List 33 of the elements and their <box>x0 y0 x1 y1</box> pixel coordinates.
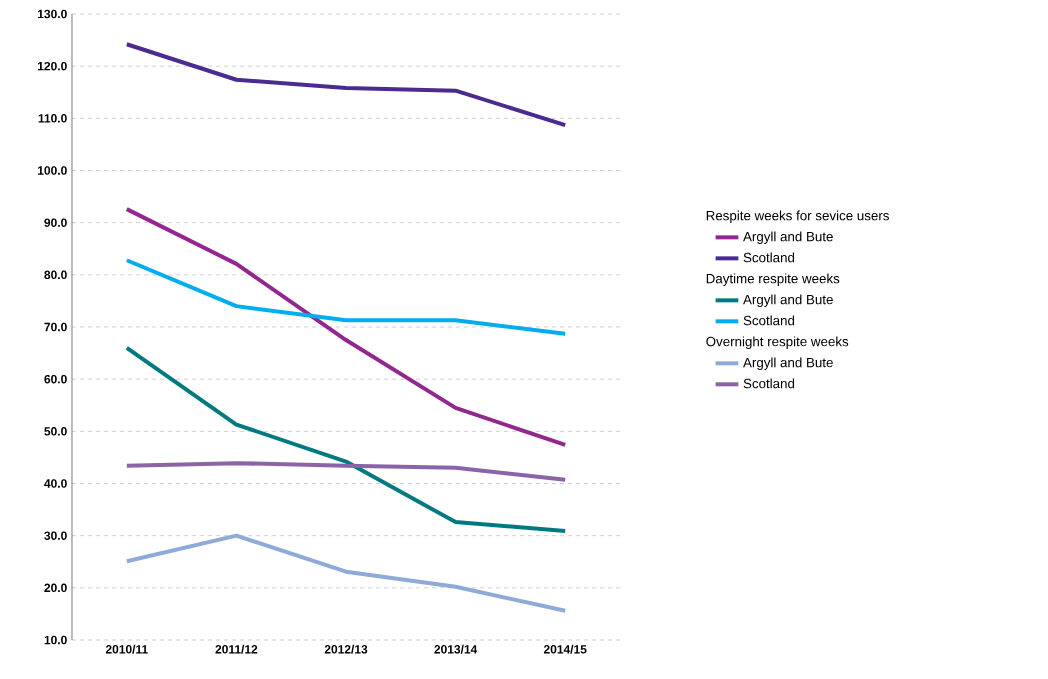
y-tick-label: 100.0 <box>38 166 67 175</box>
text: Daytime respite weeks <box>706 273 840 287</box>
y-tick-label: 50.0 <box>44 427 67 436</box>
legend-label: Scotland <box>743 315 795 326</box>
y-tick-label: 90.0 <box>44 218 67 228</box>
legend-label: Argyll and Bute <box>743 294 833 308</box>
legend-label: Argyll and Bute <box>743 231 833 245</box>
y-tick-label: 30.0 <box>44 531 67 541</box>
y-tick-label: 110.0 <box>38 114 67 123</box>
line-series <box>124 533 568 613</box>
legend-label: Scotland <box>743 378 795 389</box>
x-tick-label: 2014/15 <box>543 644 587 654</box>
y-tick-label: 10.0 <box>44 635 67 645</box>
line-series <box>124 258 568 336</box>
line-series <box>124 461 568 483</box>
text: Overnight respite weeks <box>706 336 849 350</box>
legend-label: Argyll and Bute <box>743 357 833 371</box>
y-tick-label: 20.0 <box>44 583 67 593</box>
x-tick-label: 2010/11 <box>105 644 148 654</box>
y-tick-label: 80.0 <box>44 270 67 280</box>
line-series <box>124 346 568 534</box>
y-tick-label: 60.0 <box>44 375 67 384</box>
y-tick-label: 70.0 <box>44 322 67 332</box>
legend-label: Scotland <box>743 252 795 263</box>
line-series <box>124 42 568 128</box>
y-tick-label: 130.0 <box>38 9 67 19</box>
text: Respite weeks for sevice users <box>706 210 889 224</box>
y-tick-label: 40.0 <box>44 479 67 488</box>
x-tick-label: 2011/12 <box>215 644 258 654</box>
x-tick-label: 2013/14 <box>434 644 478 654</box>
line-series <box>124 207 568 448</box>
y-tick-label: 120.0 <box>38 62 67 71</box>
x-tick-label: 2012/13 <box>324 644 368 654</box>
